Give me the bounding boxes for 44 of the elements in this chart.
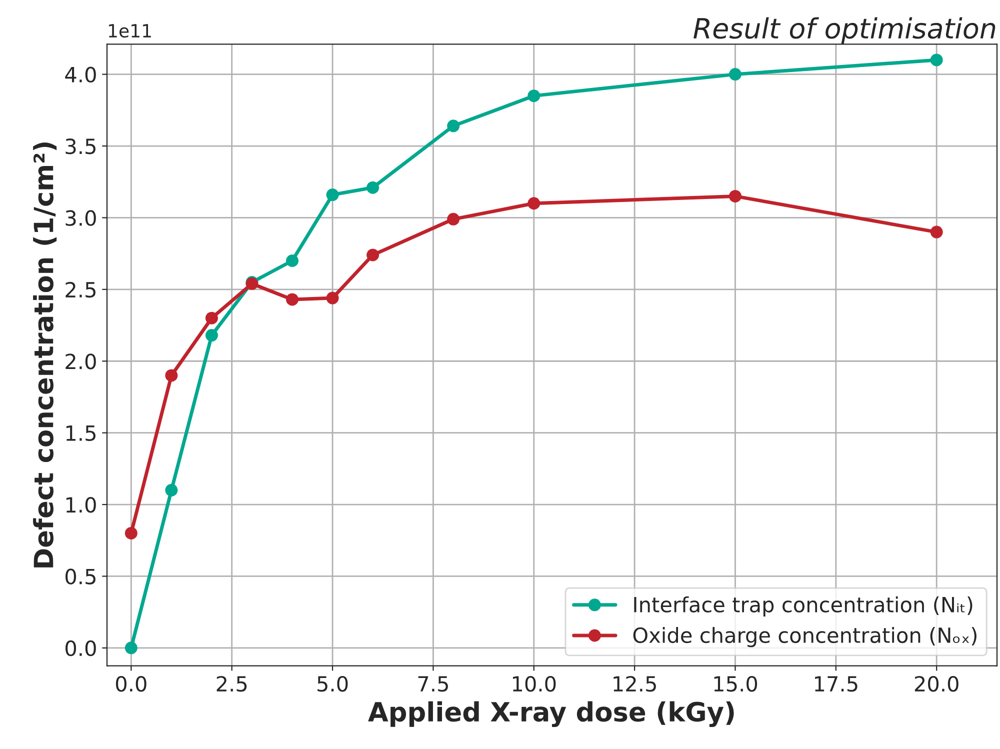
x-tick-label: 17.5 bbox=[815, 676, 858, 692]
point bbox=[366, 181, 380, 194]
x-tick-label: 0.0 bbox=[116, 676, 146, 692]
y-tick-label: 1.0 bbox=[66, 496, 96, 513]
x-axis-title: Applied X-ray dose (kGy) bbox=[368, 701, 734, 728]
point bbox=[165, 369, 178, 382]
x-tick-label: 20.0 bbox=[914, 676, 958, 692]
legend-label: Oxide charge concentration (Nₒₓ) bbox=[633, 626, 976, 648]
y-tick-label: 0.5 bbox=[66, 568, 96, 584]
x-tick-label: 10.0 bbox=[512, 676, 556, 692]
point bbox=[930, 226, 943, 238]
point bbox=[124, 526, 138, 540]
x-tick-label: 15.0 bbox=[714, 676, 758, 692]
x-tick-label: 5.0 bbox=[318, 676, 348, 692]
point bbox=[366, 248, 380, 262]
text: 1e11 bbox=[108, 24, 151, 38]
point bbox=[528, 197, 540, 210]
point bbox=[728, 68, 742, 81]
point bbox=[205, 329, 218, 342]
point bbox=[326, 188, 339, 202]
y-tick-label: 2.5 bbox=[66, 282, 96, 298]
point bbox=[165, 484, 178, 496]
y-tick-label: 3.0 bbox=[66, 210, 96, 226]
y-axis-title: Defect concentration (1/cm²) bbox=[33, 142, 57, 568]
legend-label: Interface trap concentration (Nᵢₜ) bbox=[634, 596, 972, 617]
y-tick-label: 0.0 bbox=[66, 640, 96, 656]
y-tick-label: 4.0 bbox=[65, 66, 96, 83]
x-tick-label: 7.5 bbox=[418, 676, 448, 692]
chart-title: Result of optimisation bbox=[694, 17, 996, 44]
y-tick-label: 2.0 bbox=[66, 354, 96, 370]
point bbox=[930, 54, 943, 66]
point bbox=[326, 292, 339, 304]
point bbox=[286, 293, 298, 306]
x-tick-label: 12.5 bbox=[614, 676, 656, 692]
point bbox=[124, 642, 138, 654]
point bbox=[447, 212, 460, 226]
y-tick-label: 3.5 bbox=[66, 138, 96, 154]
point bbox=[528, 90, 540, 102]
point bbox=[447, 120, 460, 132]
point bbox=[205, 312, 218, 324]
point bbox=[286, 254, 298, 267]
point bbox=[728, 190, 742, 202]
x-tick-label: 2.5 bbox=[216, 676, 247, 692]
y-tick-label: 1.5 bbox=[66, 426, 96, 442]
